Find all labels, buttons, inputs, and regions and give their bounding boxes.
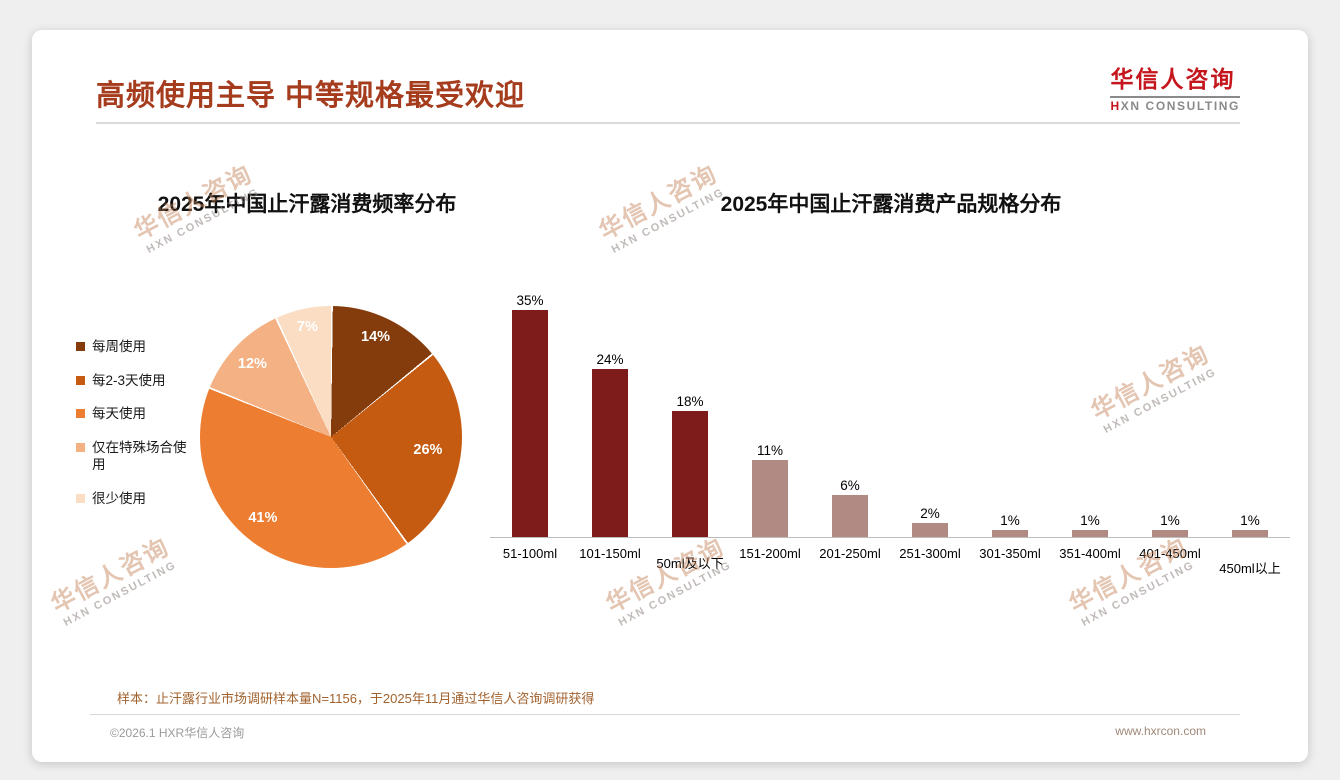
pie-chart-title: 2025年中国止汗露消费频率分布: [157, 193, 457, 216]
bar: [592, 369, 628, 537]
bar-chart-section: 2025年中国止汗露消费产品规格分布 35% 24% 18% 11% 6% 2% 1% 1% 1…: [482, 188, 1300, 618]
bar-column: 1%: [1130, 293, 1210, 537]
legend-swatch: [76, 442, 85, 452]
legend-swatch: [76, 493, 85, 503]
bar-column: 2%: [890, 293, 970, 537]
bar-column: 1%: [970, 293, 1050, 537]
legend-item: 很少使用: [76, 490, 206, 508]
legend-label: 每天使用: [92, 406, 146, 422]
page-title: 高频使用主导 中等规格最受欢迎: [96, 80, 526, 112]
bar-value-label: 1%: [1160, 513, 1180, 528]
legend-swatch: [76, 342, 85, 351]
bar: [992, 530, 1028, 537]
legend-label: 仅在特殊场合使用: [92, 439, 187, 473]
bar-column: 35%: [490, 293, 570, 537]
bar-category-label: 251-300ml: [899, 546, 961, 561]
bar-value-label: 1%: [1000, 513, 1020, 528]
bar-value-label: 1%: [1080, 513, 1100, 528]
bar: [832, 495, 868, 537]
bar-value-label: 1%: [1240, 513, 1260, 528]
bar: [752, 460, 788, 537]
pie-slice-label: 41%: [248, 510, 278, 527]
bar-category-label: 450ml以上: [1219, 561, 1281, 576]
bar: [1152, 530, 1188, 537]
pie-slice-label: 7%: [296, 318, 318, 335]
company-logo: 华信人咨询 HXN CONSULTING: [1110, 60, 1240, 113]
bar-column: 6%: [810, 293, 890, 537]
legend-swatch: [76, 409, 85, 419]
bar: [512, 310, 548, 537]
bar-column: 1%: [1050, 293, 1130, 537]
bar-value-label: 24%: [596, 352, 624, 367]
pie-chart: 14% 26% 41% 12% 7%: [200, 306, 462, 568]
slide: 高频使用主导 中等规格最受欢迎 华信人咨询 HXN CONSULTING 202…: [32, 30, 1308, 762]
bar-category-label: 51-100ml: [502, 546, 558, 561]
bar-value-label: 2%: [920, 506, 940, 521]
bar-value-label: 6%: [840, 478, 860, 493]
bar: [1232, 530, 1268, 537]
pie-slice-label: 12%: [237, 355, 267, 372]
bar: [1072, 530, 1108, 537]
bar-category-label: 151-200ml: [739, 546, 801, 561]
bar-column: 1%: [1210, 293, 1290, 537]
bar-plot: 35% 24% 18% 11% 6% 2% 1% 1% 1% 1%: [490, 293, 1290, 538]
footer-divider: [90, 714, 1240, 715]
logo-english-name: HXN CONSULTING: [1110, 96, 1240, 113]
copyright-text: ©2026.1 HXR华信人咨询: [110, 726, 245, 740]
bar-value-label: 18%: [676, 394, 704, 409]
bar-value-label: 35%: [516, 293, 544, 308]
legend-item: 每周使用: [76, 338, 206, 356]
bar-column: 18%: [650, 293, 730, 537]
legend-item: 仅在特殊场合使用: [76, 439, 206, 474]
legend-label: 每2-3天使用: [92, 372, 166, 388]
legend-label: 每周使用: [92, 339, 146, 354]
bar-category-label: 401-450ml: [1139, 546, 1201, 561]
legend-swatch: [76, 375, 85, 385]
logo-chinese-name: 华信人咨询: [1110, 66, 1236, 92]
bar-column: 24%: [570, 293, 650, 537]
sample-footnote: 样本：止汗露行业市场调研样本量N=1156，于2025年11月通过华信人咨询调研…: [117, 691, 595, 706]
bar-category-label: 201-250ml: [819, 546, 881, 561]
legend-item: 每天使用: [76, 405, 206, 423]
bar: [912, 523, 948, 537]
legend-label: 很少使用: [92, 490, 146, 506]
pie-legend: 每周使用每2-3天使用 每天使用仅在特殊场合使用很少使用: [76, 338, 206, 523]
bar: [672, 411, 708, 537]
bar-category-label: 50ml及以下: [656, 556, 724, 571]
bar-category-label: 101-150ml: [579, 546, 641, 561]
pie-chart-section: 2025年中国止汗露消费频率分布 每周使用每2-3天使用 每天使用仅在特殊场合使用…: [72, 188, 542, 618]
bar-categories: 51-100ml 101-150ml 50ml及以下 151-200ml 201-250…: [490, 539, 1290, 577]
bar-value-label: 11%: [756, 443, 784, 458]
bar-chart-title: 2025年中国止汗露消费产品规格分布: [720, 193, 1062, 216]
website-text: www.hxrcon.com: [1115, 724, 1206, 738]
header-divider: [96, 122, 1240, 124]
pie-slice-label: 14%: [361, 329, 391, 346]
bar-column: 11%: [730, 293, 810, 537]
bar-category-label: 351-400ml: [1059, 546, 1121, 561]
pie-slice-label: 26%: [413, 442, 443, 459]
legend-item: 每2-3天使用: [76, 372, 206, 390]
bar-category-label: 301-350ml: [979, 546, 1041, 561]
